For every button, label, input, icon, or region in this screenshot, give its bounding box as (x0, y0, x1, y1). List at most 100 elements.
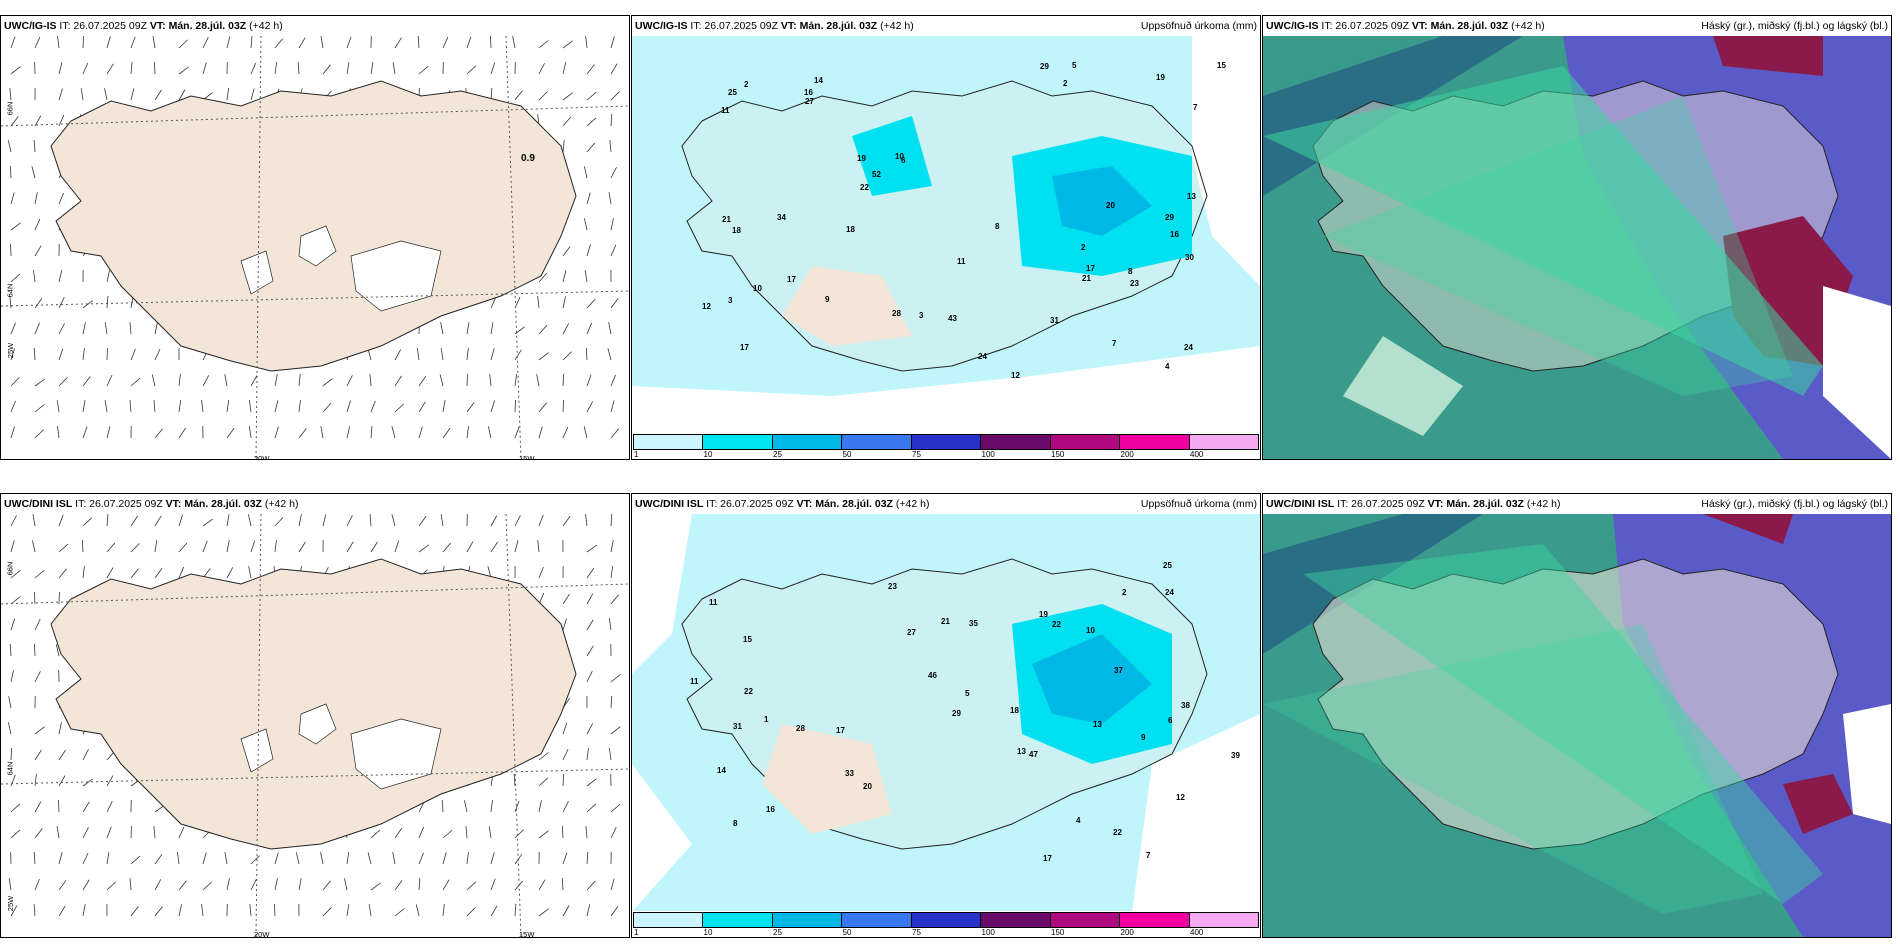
wind-barb (178, 542, 188, 553)
iceland-landmass (50, 80, 577, 372)
wind-barb (439, 374, 444, 387)
wind-barb (201, 904, 204, 917)
model-name: UWC/DINI ISL (4, 498, 73, 510)
wind-barb (490, 541, 498, 553)
wind-barb (561, 877, 564, 891)
valid-time: VT: Mán. 28.júl. 03Z (1411, 20, 1509, 32)
wind-barb (586, 593, 594, 605)
init-time: IT: 26.07.2025 09Z (59, 20, 147, 32)
precip-value: 25 (728, 88, 737, 97)
wind-barb (610, 244, 617, 257)
precip-value: 2 (744, 80, 749, 89)
init-time: IT: 26.07.2025 09Z (1321, 20, 1409, 32)
wind-barb (538, 63, 545, 75)
wind-barb (130, 825, 132, 839)
wind-barb (442, 36, 449, 49)
wind-barb (130, 515, 138, 527)
precip-value: 1 (764, 715, 769, 724)
legend-tick: 50 (842, 450, 852, 459)
legend-swatch (772, 913, 843, 927)
wind-barb (586, 298, 596, 309)
panel-igis-wind: UWC/IG-IS IT: 26.07.2025 09Z VT: Mán. 28… (0, 15, 630, 460)
wind-barb (490, 88, 493, 101)
wind-barb (106, 374, 113, 387)
precip-value: 5 (965, 689, 970, 698)
model-name: UWC/IG-IS (1266, 20, 1319, 32)
wind-barb (487, 426, 492, 439)
precip-value: 24 (978, 352, 987, 361)
wind-barb (9, 88, 12, 101)
glacier (298, 225, 337, 267)
wind-barb (466, 852, 469, 865)
lead-time: (+42 h) (880, 20, 914, 32)
wind-barb (106, 36, 111, 49)
precip-value: 10 (895, 152, 904, 161)
wind-barb (82, 778, 93, 787)
wind-barb (586, 723, 594, 735)
wind-barb (250, 36, 253, 49)
wind-barb (58, 270, 63, 283)
wind-barb (586, 91, 597, 101)
wind-barb (33, 852, 36, 865)
wind-barb (442, 428, 451, 439)
wind-barb (130, 377, 141, 387)
legend-swatch (772, 435, 843, 449)
precip-value: 34 (777, 213, 786, 222)
wind-barb (58, 192, 65, 205)
precip-value: 27 (805, 97, 814, 106)
wind-barb (130, 36, 136, 49)
panel-title: Háský (gr.), miðský (fj.bl.) og lágský (… (1701, 498, 1888, 510)
wind-barb (584, 218, 588, 231)
wind-barb (178, 66, 189, 75)
wind-barb (562, 905, 570, 917)
precip-map: 2161714673219121121252428131181017151922… (632, 36, 1260, 434)
wind-barb (34, 322, 40, 335)
precip-value: 39 (1231, 751, 1240, 760)
precip-value: 23 (888, 582, 897, 591)
wind-barb (608, 322, 612, 335)
wind-barb (154, 515, 162, 527)
wind-barb (586, 374, 592, 387)
panel-dini-wind: UWC/DINI ISL IT: 26.07.2025 09Z VT: Mán.… (0, 493, 630, 938)
precip-value: 14 (717, 766, 726, 775)
wind-barb (562, 40, 573, 49)
precip-value: 19 (1156, 73, 1165, 82)
wind-barb (274, 38, 283, 49)
wind-barb (10, 348, 15, 361)
wind-barb (538, 352, 549, 361)
wind-barb (537, 540, 540, 553)
wind-barb (346, 904, 350, 917)
wind-barb (10, 596, 21, 605)
valid-time: VT: Mán. 28.júl. 03Z (780, 20, 878, 32)
wind-barb (586, 619, 594, 631)
wind-barb (346, 541, 354, 553)
wind-barb (320, 426, 324, 439)
legend-tick: 200 (1120, 928, 1134, 937)
legend-tick: 10 (703, 928, 713, 937)
wind-barb (442, 879, 450, 891)
wind-barb (10, 322, 16, 335)
wind-barb (562, 323, 569, 335)
lat-label: 66N (5, 101, 15, 116)
wind-barb (82, 348, 85, 361)
legend-tick: 200 (1120, 450, 1134, 459)
wind-barb (610, 113, 613, 127)
wind-barb (463, 800, 468, 813)
wind-barb (34, 570, 45, 579)
panel-header: UWC/DINI ISL IT: 26.07.2025 09Z VT: Mán.… (1, 494, 629, 514)
wind-barb (154, 540, 158, 553)
wind-barb (466, 426, 469, 439)
precip-value: 14 (814, 76, 823, 85)
wind-barb (562, 373, 565, 387)
legend-swatch (1120, 913, 1190, 927)
wind-barb (34, 726, 45, 735)
precip-value: 17 (1086, 264, 1095, 273)
precip-value: 35 (969, 619, 978, 628)
wind-barb (224, 852, 228, 865)
wind-barb (10, 222, 21, 231)
wind-barb (562, 618, 567, 631)
wind-barb (514, 540, 519, 553)
wind-barb (466, 65, 477, 75)
wind-barb (9, 296, 12, 309)
precip-value: 18 (1010, 706, 1019, 715)
